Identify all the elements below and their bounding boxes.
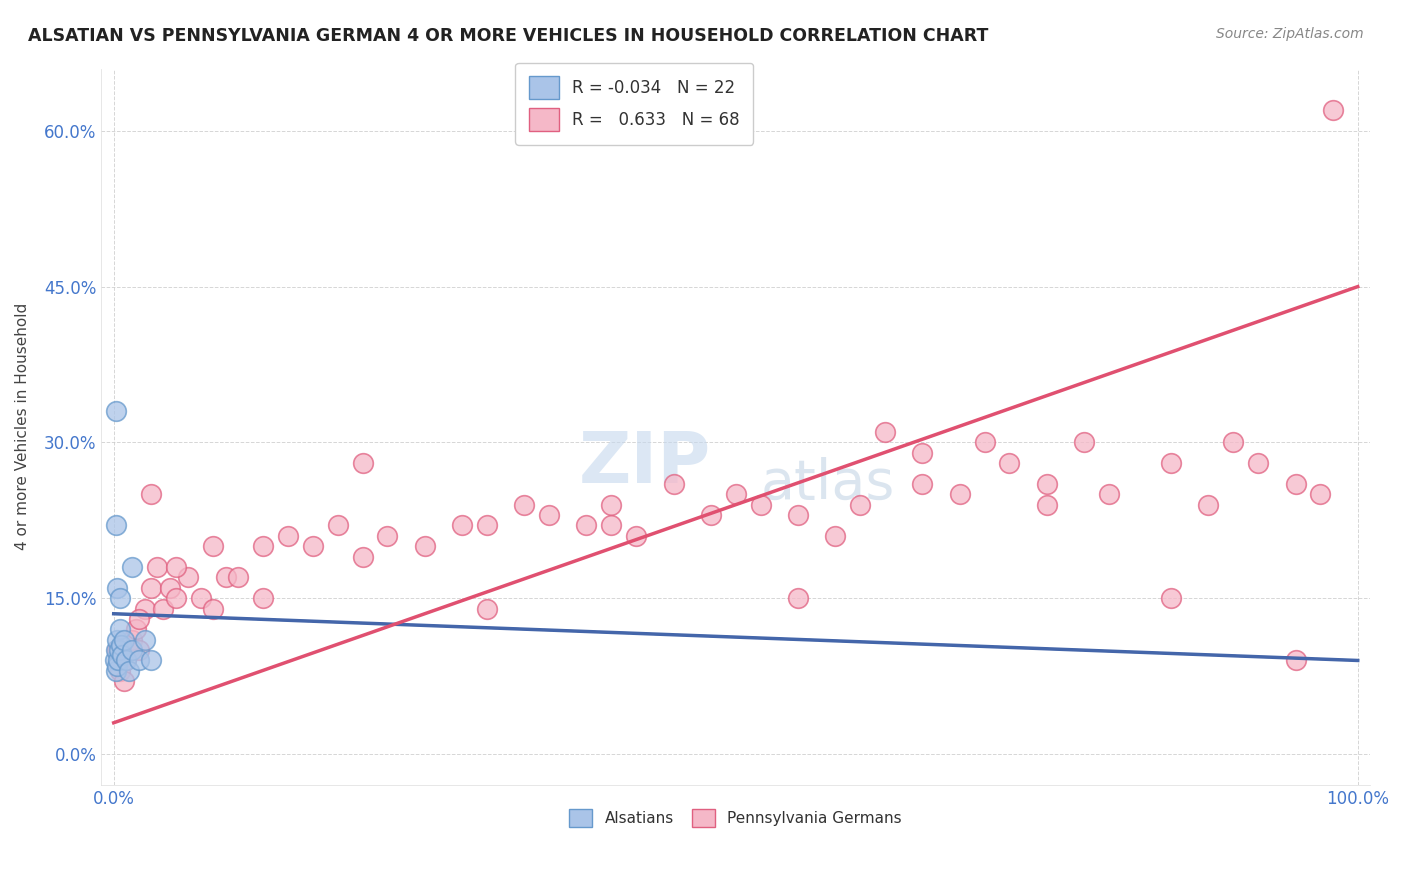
Point xyxy=(1247,456,1270,470)
Point xyxy=(110,638,132,652)
Point xyxy=(1035,498,1057,512)
Point xyxy=(139,581,162,595)
Point xyxy=(214,570,236,584)
Point xyxy=(202,601,225,615)
Text: ZIP: ZIP xyxy=(579,429,711,498)
Point xyxy=(1098,487,1121,501)
Text: ALSATIAN VS PENNSYLVANIA GERMAN 4 OR MORE VEHICLES IN HOUSEHOLD CORRELATION CHAR: ALSATIAN VS PENNSYLVANIA GERMAN 4 OR MOR… xyxy=(28,27,988,45)
Point xyxy=(749,498,772,512)
Point xyxy=(139,653,162,667)
Point xyxy=(134,601,156,615)
Point xyxy=(377,529,399,543)
Point xyxy=(911,477,934,491)
Point xyxy=(107,658,129,673)
Point xyxy=(112,674,135,689)
Point xyxy=(873,425,896,439)
Point xyxy=(352,549,374,564)
Point xyxy=(475,518,498,533)
Legend: Alsatians, Pennsylvania Germans: Alsatians, Pennsylvania Germans xyxy=(562,801,910,835)
Point xyxy=(1160,456,1182,470)
Point xyxy=(600,518,623,533)
Point xyxy=(600,498,623,512)
Point xyxy=(108,623,131,637)
Point xyxy=(115,653,138,667)
Point xyxy=(108,664,131,678)
Point xyxy=(107,653,129,667)
Point xyxy=(513,498,536,512)
Point xyxy=(117,643,139,657)
Point xyxy=(107,581,129,595)
Point xyxy=(998,456,1021,470)
Point xyxy=(107,643,129,657)
Point xyxy=(352,456,374,470)
Point xyxy=(107,643,129,657)
Point xyxy=(202,539,225,553)
Point xyxy=(128,612,150,626)
Point xyxy=(115,653,138,667)
Point xyxy=(1197,498,1219,512)
Point xyxy=(277,529,299,543)
Point xyxy=(104,653,127,667)
Point xyxy=(105,518,128,533)
Point xyxy=(108,591,131,606)
Point xyxy=(121,643,143,657)
Point xyxy=(1073,435,1095,450)
Point xyxy=(112,632,135,647)
Point xyxy=(849,498,872,512)
Point xyxy=(326,518,349,533)
Point xyxy=(121,560,143,574)
Point xyxy=(252,591,274,606)
Point xyxy=(1160,591,1182,606)
Point xyxy=(125,623,148,637)
Point xyxy=(226,570,249,584)
Point xyxy=(111,648,134,663)
Point xyxy=(538,508,561,522)
Point xyxy=(787,508,810,522)
Text: atlas: atlas xyxy=(761,457,896,511)
Point xyxy=(700,508,723,522)
Point xyxy=(165,591,187,606)
Point xyxy=(475,601,498,615)
Point xyxy=(117,664,139,678)
Point xyxy=(1284,653,1306,667)
Point xyxy=(105,632,128,647)
Point xyxy=(451,518,474,533)
Point xyxy=(128,653,150,667)
Point xyxy=(190,591,212,606)
Point xyxy=(824,529,846,543)
Point xyxy=(949,487,972,501)
Point xyxy=(252,539,274,553)
Point xyxy=(128,643,150,657)
Point xyxy=(121,632,143,647)
Y-axis label: 4 or more Vehicles in Household: 4 or more Vehicles in Household xyxy=(15,303,30,550)
Point xyxy=(1309,487,1331,501)
Text: Source: ZipAtlas.com: Source: ZipAtlas.com xyxy=(1216,27,1364,41)
Point xyxy=(177,570,200,584)
Point xyxy=(413,539,436,553)
Point xyxy=(104,404,127,418)
Point xyxy=(1222,435,1244,450)
Point xyxy=(165,560,187,574)
Point xyxy=(105,643,128,657)
Point xyxy=(1035,477,1057,491)
Point xyxy=(301,539,323,553)
Point xyxy=(724,487,747,501)
Point xyxy=(146,560,169,574)
Point xyxy=(139,487,162,501)
Point xyxy=(1284,477,1306,491)
Point xyxy=(973,435,995,450)
Point xyxy=(1322,103,1344,117)
Point xyxy=(152,601,174,615)
Point xyxy=(787,591,810,606)
Point xyxy=(662,477,685,491)
Point xyxy=(575,518,598,533)
Point xyxy=(159,581,181,595)
Point xyxy=(134,632,156,647)
Point xyxy=(104,664,127,678)
Point xyxy=(624,529,647,543)
Point xyxy=(911,446,934,460)
